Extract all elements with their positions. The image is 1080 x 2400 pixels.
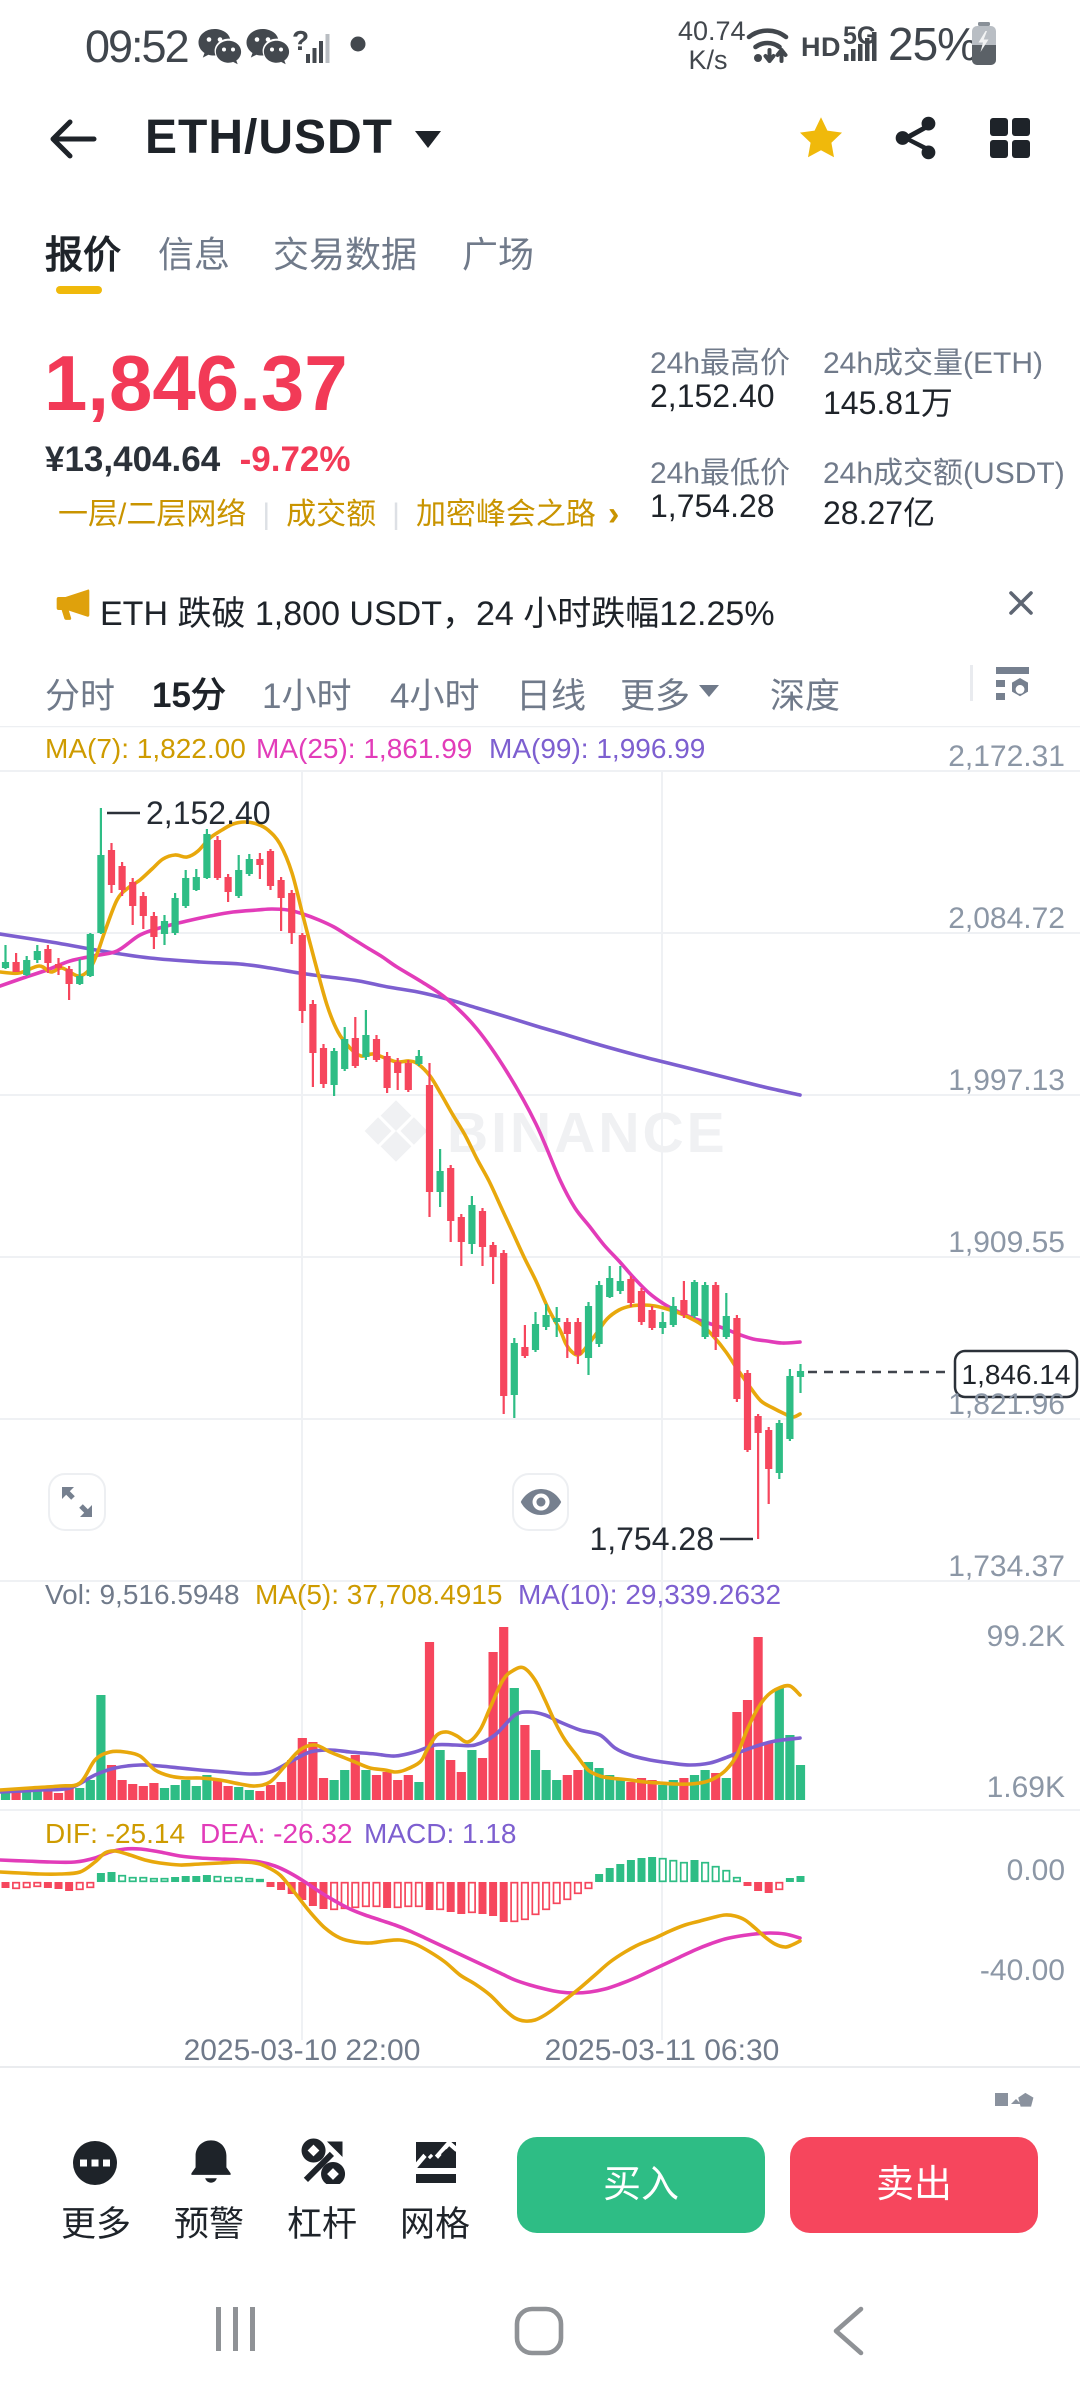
svg-text:2025-03-11 06:30: 2025-03-11 06:30: [545, 2034, 780, 2067]
svg-text:Vol: 9,516.5948: Vol: 9,516.5948: [45, 1579, 240, 1610]
svg-text:1,846.14: 1,846.14: [962, 1359, 1071, 1390]
svg-text:2025-03-10 22:00: 2025-03-10 22:00: [184, 2034, 421, 2067]
svg-text:DEA: -26.32: DEA: -26.32: [200, 1818, 353, 1849]
svg-text:1,734.37: 1,734.37: [948, 1550, 1065, 1583]
svg-text:?: ?: [292, 25, 309, 56]
svg-text:0.00: 0.00: [1007, 1854, 1065, 1887]
svg-text:1,997.13: 1,997.13: [948, 1064, 1065, 1097]
svg-text:1,909.55: 1,909.55: [948, 1226, 1065, 1259]
svg-text:MA(7): 1,822.00: MA(7): 1,822.00: [45, 733, 246, 764]
svg-text:HD: HD: [801, 32, 841, 62]
svg-text:2,152.40: 2,152.40: [146, 795, 271, 831]
svg-text:99.2K: 99.2K: [987, 1620, 1065, 1653]
svg-text:DIF: -25.14: DIF: -25.14: [45, 1818, 185, 1849]
svg-text:MA(25): 1,861.99: MA(25): 1,861.99: [256, 733, 472, 764]
svg-text:MA(10): 29,339.2632: MA(10): 29,339.2632: [518, 1579, 781, 1610]
svg-text:BINANCE: BINANCE: [447, 1101, 728, 1165]
svg-text:1,821.96: 1,821.96: [948, 1388, 1065, 1421]
svg-text:MA(99): 1,996.99: MA(99): 1,996.99: [489, 733, 705, 764]
svg-text:1.69K: 1.69K: [987, 1771, 1065, 1804]
svg-text:2,084.72: 2,084.72: [948, 902, 1065, 935]
svg-text:-40.00: -40.00: [980, 1954, 1065, 1987]
svg-text:1,754.28: 1,754.28: [589, 1521, 714, 1557]
svg-text:2,172.31: 2,172.31: [948, 740, 1065, 773]
svg-text:MA(5): 37,708.4915: MA(5): 37,708.4915: [255, 1579, 503, 1610]
svg-text:MACD: 1.18: MACD: 1.18: [364, 1818, 517, 1849]
